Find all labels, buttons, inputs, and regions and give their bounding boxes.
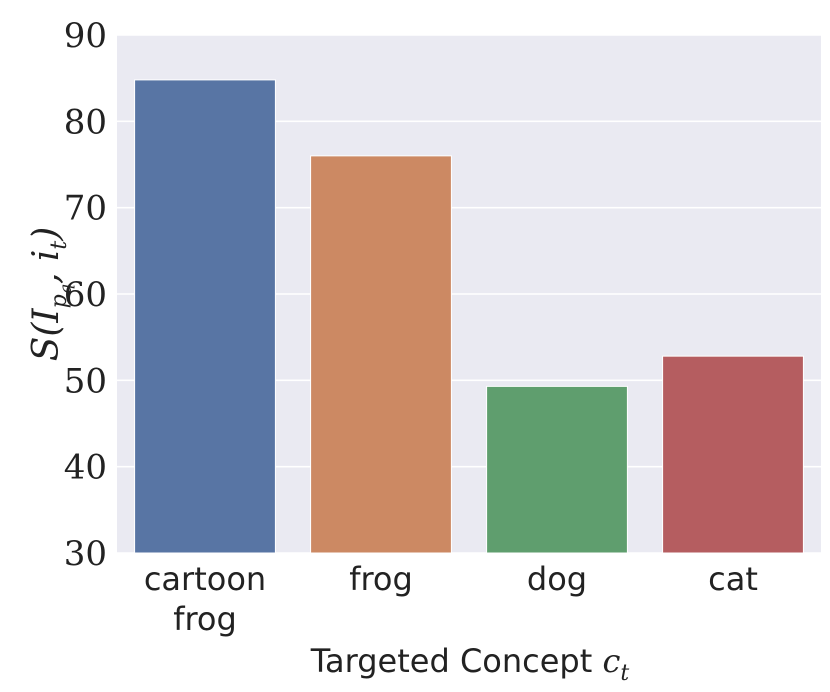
y-tick-label: 40 bbox=[64, 448, 107, 488]
y-tick-label: 90 bbox=[64, 16, 107, 56]
x-tick-label: cartoon frog bbox=[144, 560, 266, 638]
x-tick-labels: cartoon frog frog dog cat bbox=[144, 560, 758, 638]
bar-frog bbox=[310, 155, 452, 554]
bars bbox=[134, 79, 804, 554]
x-tick-label: dog bbox=[527, 560, 587, 598]
y-axis-label: S(Ipq, it) bbox=[26, 227, 75, 362]
x-axis-label: Targeted Concept ct bbox=[310, 642, 630, 686]
y-tick-labels: 30 40 50 60 70 80 90 bbox=[64, 16, 107, 574]
y-tick-label: 80 bbox=[64, 102, 107, 142]
x-tick-label: frog bbox=[349, 560, 413, 598]
x-tick-label: cat bbox=[708, 560, 758, 598]
y-tick-label: 50 bbox=[64, 361, 107, 401]
bar-cat bbox=[662, 355, 804, 554]
y-tick-label: 70 bbox=[64, 189, 107, 229]
y-tick-label: 30 bbox=[64, 534, 107, 574]
bar-cartoon-frog bbox=[134, 79, 276, 554]
y-tick-label: 60 bbox=[64, 275, 107, 315]
bar-dog bbox=[486, 385, 628, 554]
